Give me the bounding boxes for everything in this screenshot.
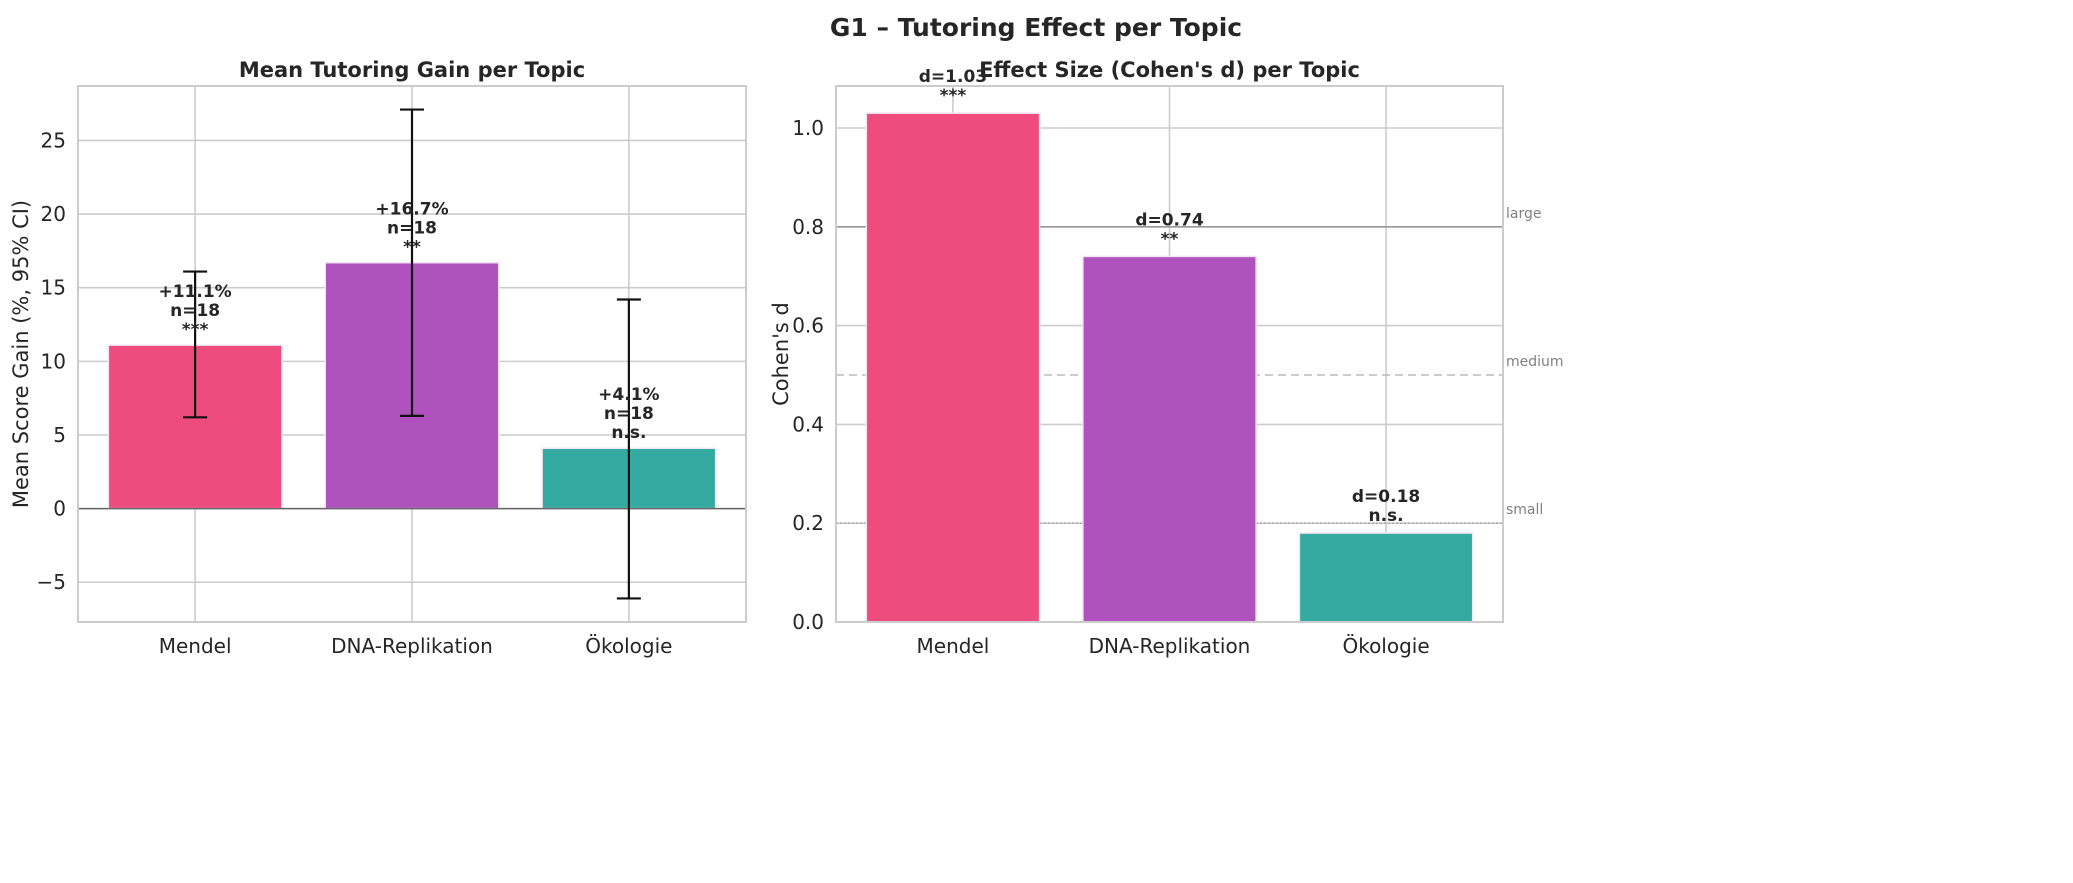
x-tick-label: Mendel [159,634,232,658]
bar-annotation: n.s. [611,423,646,443]
chart-title: Mean Tutoring Gain per Topic [239,58,585,82]
x-tick-label: Ökologie [1342,634,1429,658]
y-tick-label: 0.0 [792,610,824,634]
x-tick-label: DNA-Replikation [331,634,493,658]
figure-title: G1 – Tutoring Effect per Topic [830,13,1242,42]
y-tick-label: 10 [41,349,66,373]
x-tick-label: DNA-Replikation [1089,634,1251,658]
bar-1 [865,112,1041,623]
axes-frame [77,85,747,623]
bar-annotation: *** [182,320,209,340]
bar-annotation: *** [940,86,967,106]
y-tick-label: 5 [53,423,66,447]
chart-title: Effect Size (Cohen's d) per Topic [979,58,1360,82]
y-tick-label: 20 [41,202,66,226]
gain-chart: −50510152025+11.1%n=18***+16.7%n=18**+4.… [9,58,747,658]
y-tick-label: 0 [53,497,66,521]
y-axis-label: Mean Score Gain (%, 95% CI) [9,200,33,508]
bar-3 [1298,532,1474,623]
bar-annotation: n=18 [170,301,220,321]
y-axis-label: Cohen's d [769,302,793,406]
bar-annotation: d=1.03 [919,67,987,87]
y-tick-label: 25 [41,128,66,152]
bar-annotation: +4.1% [598,385,659,405]
bar-annotation: n=18 [604,404,654,424]
bar-annotation: n=18 [387,219,437,239]
reference-label-small: small [1506,502,1543,518]
bar-annotation: d=0.18 [1352,487,1420,507]
axes-frame [835,85,1504,623]
y-tick-label: 0.4 [792,412,824,436]
y-tick-label: 15 [41,276,66,300]
bar-annotation: +16.7% [375,200,448,220]
x-tick-label: Ökologie [585,634,672,658]
y-tick-label: −5 [37,570,66,594]
bar-annotation: ** [1161,229,1179,249]
reference-label-medium: medium [1506,354,1564,370]
effect-size-chart: 0.0 0.2 0.4 0.6 0.8 1.0 large medium small d=1.03… [769,58,1564,658]
y-tick-label: 1.0 [792,116,824,140]
bar-annotation: ** [403,238,421,258]
y-tick-label: 0.8 [792,215,824,239]
y-tick-label: 0.6 [792,314,824,338]
y-tick-label: 0.2 [792,511,824,535]
bar-annotation: +11.1% [158,282,231,302]
reference-label-large: large [1506,206,1541,222]
bar-annotation: d=0.74 [1135,210,1204,230]
x-tick-label: Mendel [917,634,990,658]
bar-2 [1082,255,1257,623]
bar-annotation: n.s. [1368,506,1403,526]
